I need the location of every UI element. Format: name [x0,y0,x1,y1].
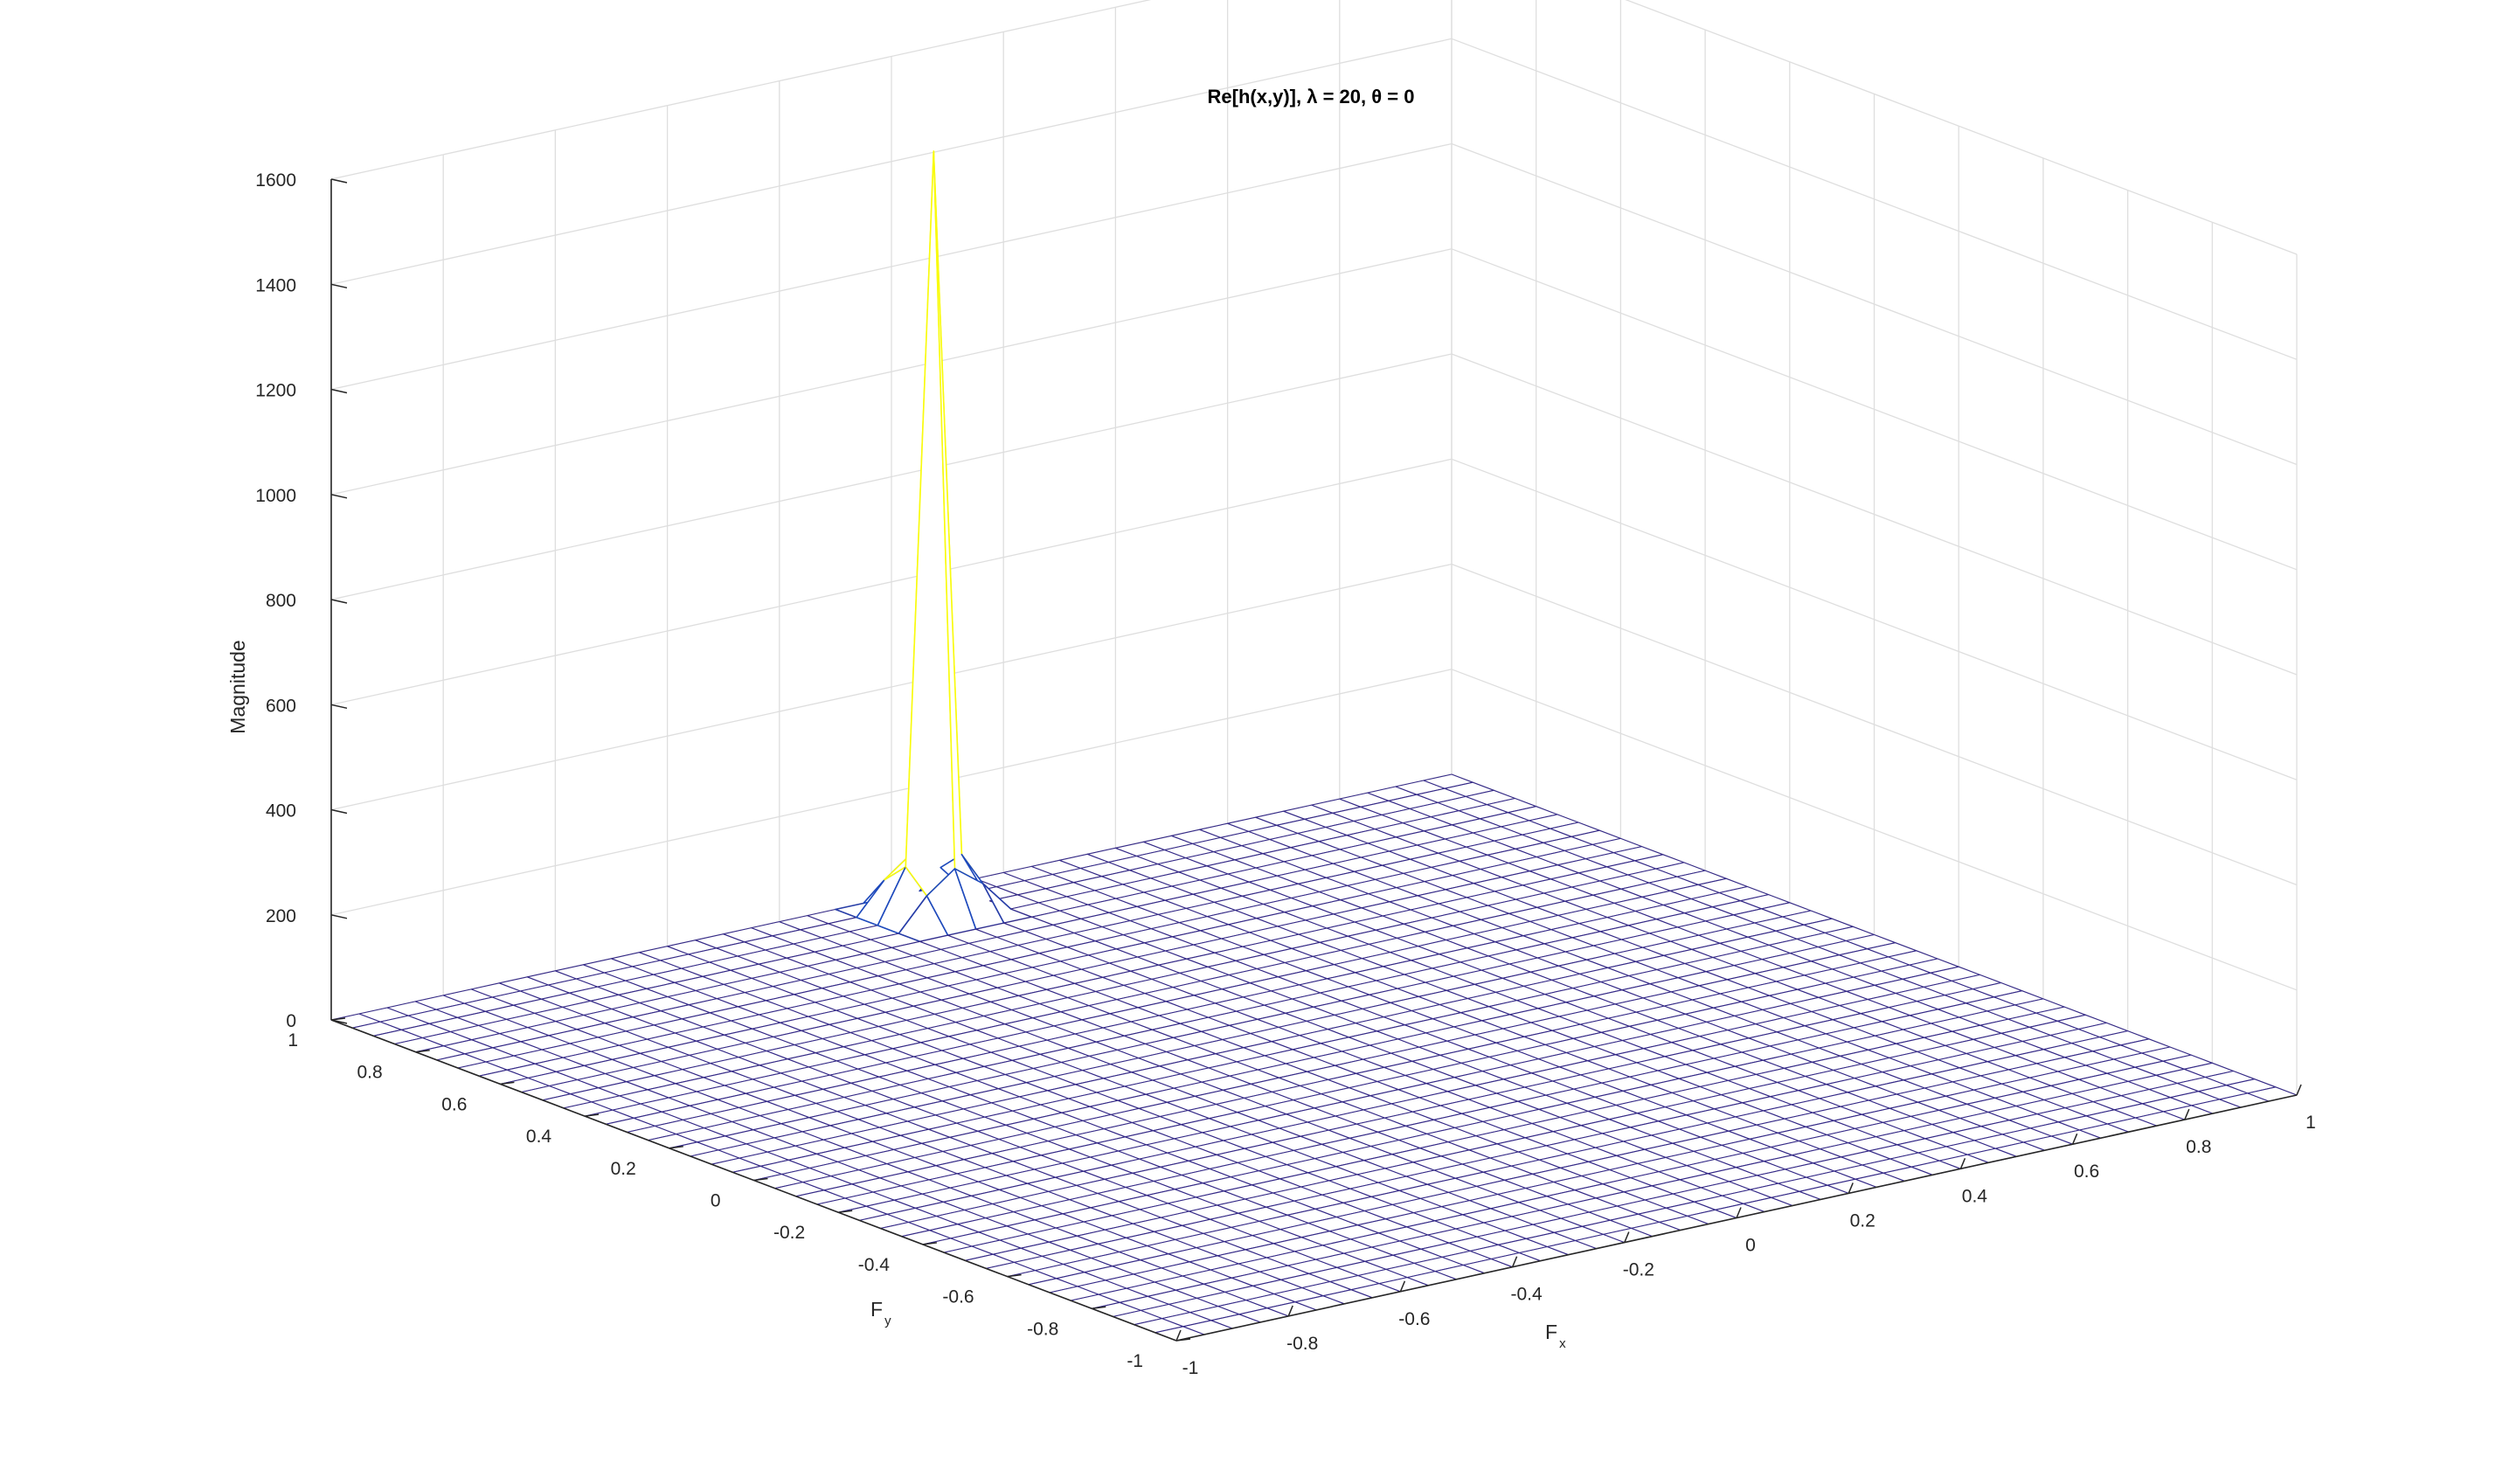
y-tick-mark [1007,1273,1022,1278]
grid-line [1451,669,2298,991]
z-tick-mark [330,808,348,815]
y-axis-label-main: F [870,1298,883,1321]
z-tick-label: 400 [266,801,296,822]
grid-line [1451,142,2298,466]
x-tick-label: 0.6 [2074,1162,2099,1182]
z-tick-label: 800 [266,591,296,611]
grid-line [1451,248,2298,571]
x-tick-label: -0.2 [1623,1260,1654,1280]
grid-line [1451,353,2298,676]
grid-line [1451,38,2298,360]
z-tick-mark [330,178,348,184]
z-tick-label: 600 [266,696,296,716]
y-tick-mark [753,1177,768,1182]
grid-line [330,353,1453,600]
y-tick-mark [922,1242,937,1245]
x-tick-label: -0.6 [1398,1309,1430,1329]
y-tick-label: 0.2 [611,1159,636,1179]
x-tick-mark [1624,1231,1630,1243]
surface-mesh [330,150,2298,1342]
y-tick-label: -0.8 [1027,1319,1058,1339]
grid-line [330,563,1453,811]
x-tick-mark [2184,1108,2190,1120]
z-tick-label: 1600 [255,170,296,191]
x-axis-label-subscript: x [1559,1336,1566,1351]
z-tick-label: 1200 [255,381,296,401]
z-tick-mark [330,914,348,919]
z-tick-label: 1000 [255,486,296,506]
chart-title: Re[h(x,y)], λ = 20, θ = 0 [1208,86,1415,107]
x-tick-label: -1 [1182,1358,1199,1378]
grid-line [1625,0,2298,255]
x-tick-mark [1175,1329,1182,1342]
y-tick-label: 1 [288,1030,298,1051]
y-axis-label: Fy [870,1298,891,1328]
y-tick-label: -0.4 [858,1255,891,1275]
z-tick-mark [330,704,348,710]
y-tick-label: 0 [711,1191,721,1211]
x-tick-label: 0 [1745,1236,1756,1256]
x-tick-mark [1736,1207,1742,1218]
z-tick-mark [330,1019,348,1024]
grid-line [1451,563,2298,886]
grid-line [330,669,1453,916]
z-tick-label: 200 [266,906,296,926]
x-tick-label: 0.4 [1962,1186,1988,1206]
y-tick-label: -0.6 [942,1287,974,1307]
y-tick-label: 0.6 [441,1094,467,1114]
z-tick-mark [330,494,348,499]
y-tick-mark [500,1081,515,1085]
x-axis-label: Fx [1545,1321,1566,1351]
x-tick-mark [1848,1182,1854,1194]
tick-labels: 0 200 400 600 800 1000 1200 1400 1600 -1 -0.8 -0.6 -… [255,170,2316,1378]
y-tick-label: 0.8 [357,1063,382,1083]
x-tick-label: -0.8 [1286,1334,1318,1354]
z-tick-label: 1400 [255,275,296,295]
grid-line [330,458,1453,705]
y-tick-mark [415,1049,430,1053]
y-tick-mark [330,1017,346,1021]
y-tick-mark [1175,1338,1191,1342]
y-axis-label-subscript: y [884,1314,891,1328]
y-tick-label: 0.4 [526,1127,552,1147]
x-tick-label: 0.8 [2186,1137,2211,1157]
z-tick-label: 0 [286,1011,296,1031]
grid-line [330,0,1152,180]
z-tick-mark [330,283,348,289]
x-tick-mark [2296,1084,2302,1096]
x-tick-label: -0.4 [1511,1285,1543,1305]
y-tick-label: -0.2 [773,1223,805,1243]
grid-line [330,142,1453,391]
y-tick-mark [669,1146,683,1149]
x-axis-label-main: F [1545,1321,1557,1343]
z-axis-label: Magnitude [226,640,249,733]
x-tick-label: 1 [2306,1113,2316,1133]
y-tick-mark [838,1210,853,1213]
z-tick-mark [330,599,348,604]
x-tick-mark [1511,1256,1518,1267]
y-tick-mark [585,1113,600,1117]
grid-line [330,248,1453,496]
z-tick-mark [330,388,348,394]
y-tick-mark [1092,1306,1106,1310]
axis-lines [330,178,2302,1342]
y-tick-label: -1 [1127,1351,1143,1371]
grid-line [330,38,1453,285]
grid-line [1451,458,2298,780]
x-tick-label: 0.2 [1850,1210,1876,1231]
x-tick-mark [1287,1305,1293,1317]
x-tick-mark [2071,1133,2078,1145]
x-tick-mark [1399,1280,1406,1293]
x-tick-mark [1959,1158,1966,1169]
